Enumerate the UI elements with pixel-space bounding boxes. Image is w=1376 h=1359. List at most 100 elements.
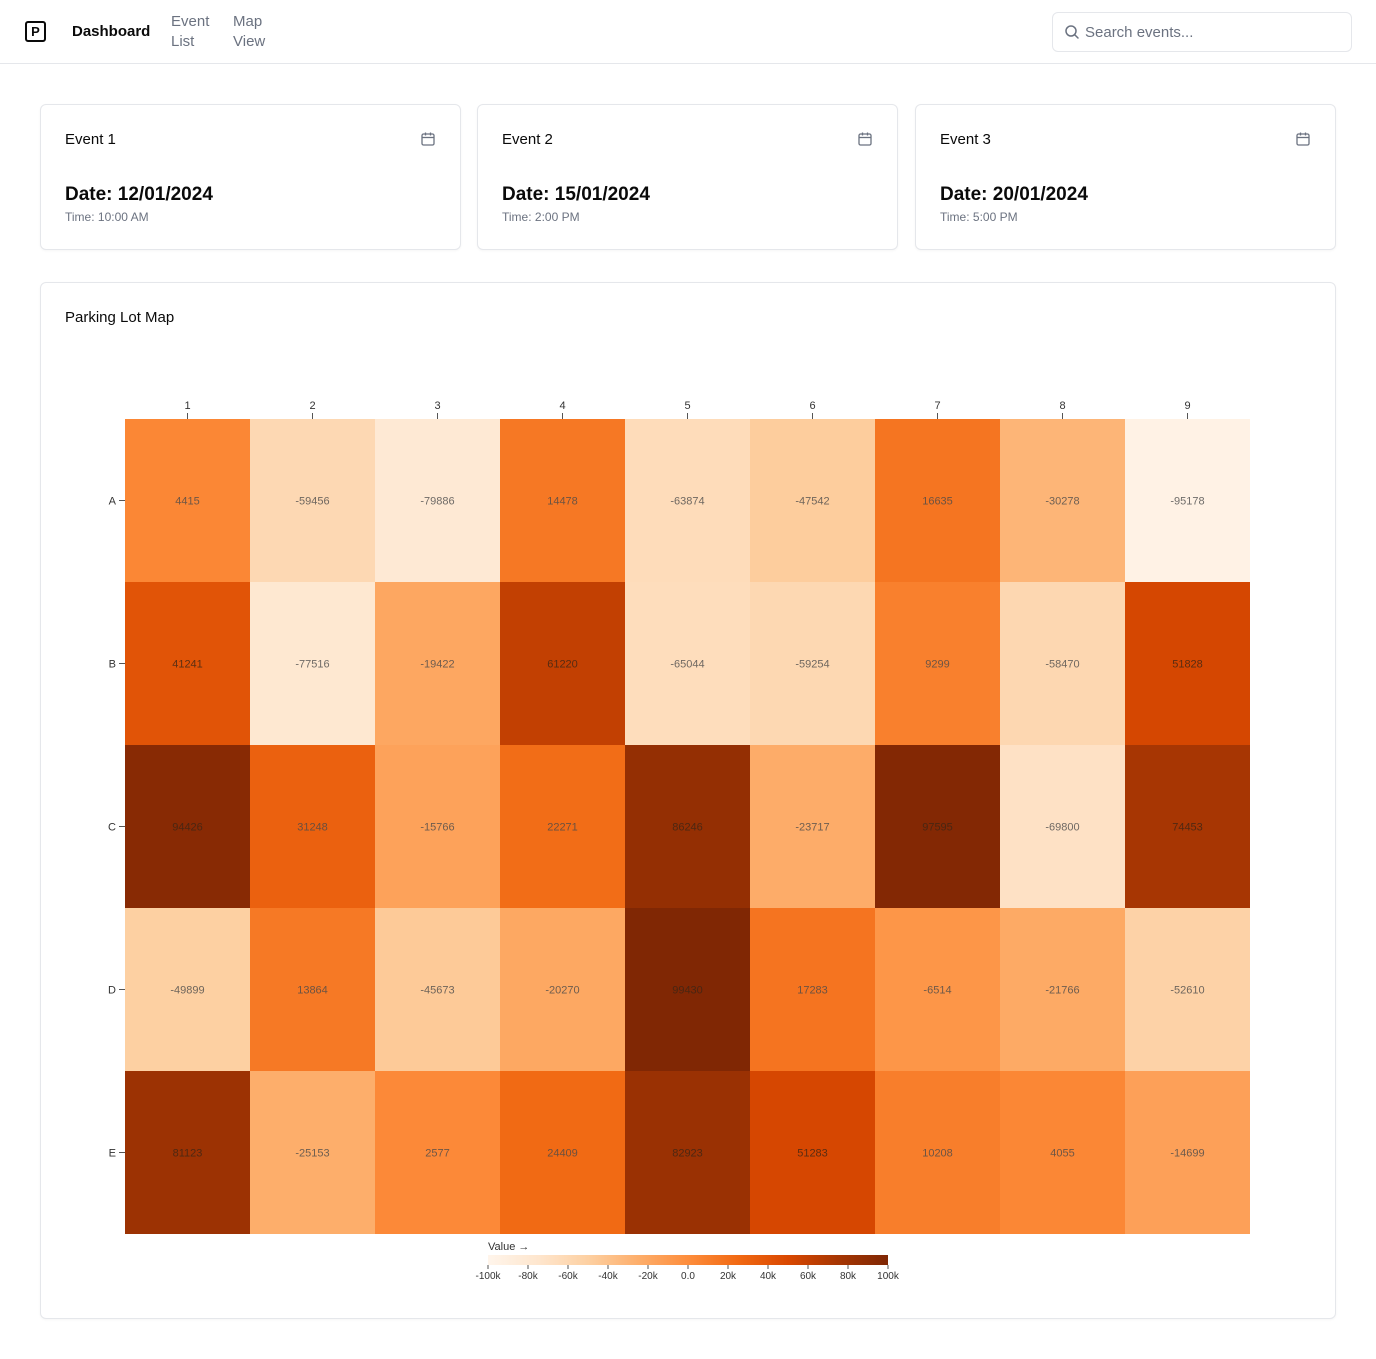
heatmap-cell bbox=[1000, 908, 1125, 1071]
legend-tick-label: -40k bbox=[598, 1271, 618, 1282]
heatmap-cell bbox=[125, 582, 250, 745]
cell-value-label: 9299 bbox=[925, 659, 949, 671]
column-label: 7 bbox=[934, 400, 940, 412]
row-label: B bbox=[109, 659, 116, 671]
cell-value-label: 31248 bbox=[297, 822, 328, 834]
cell-value-label: 14478 bbox=[547, 496, 578, 508]
search-input[interactable] bbox=[1085, 13, 1347, 51]
event-card[interactable]: Event 3 Date: 20/01/2024 Time: 5:00 PM bbox=[915, 104, 1336, 250]
heatmap-cell bbox=[1125, 582, 1250, 745]
legend-tick-label: 40k bbox=[760, 1271, 777, 1282]
cell-value-label: -58470 bbox=[1045, 659, 1079, 671]
heatmap-cell bbox=[875, 582, 1000, 745]
column-label: 5 bbox=[684, 400, 690, 412]
cell-value-label: 99430 bbox=[672, 985, 703, 997]
calendar-icon bbox=[1296, 132, 1310, 146]
cell-value-label: -20270 bbox=[545, 985, 579, 997]
nav-dashboard[interactable]: Dashboard bbox=[72, 23, 151, 40]
heatmap-cell bbox=[875, 745, 1000, 908]
heatmap-cell bbox=[625, 419, 750, 582]
event-title: Event 1 bbox=[65, 131, 116, 148]
cell-value-label: -21766 bbox=[1045, 985, 1079, 997]
search-icon bbox=[1065, 25, 1079, 39]
heatmap-cell bbox=[250, 745, 375, 908]
heatmap-cell bbox=[125, 908, 250, 1071]
parking-map-card: Parking Lot Map 4415 -59456 -79886 14478 -63… bbox=[40, 282, 1336, 1319]
cell-value-label: 10208 bbox=[922, 1148, 953, 1160]
column-label: 2 bbox=[309, 400, 315, 412]
cell-value-label: -19422 bbox=[420, 659, 454, 671]
cell-value-label: -23717 bbox=[795, 822, 829, 834]
heatmap-cell bbox=[750, 582, 875, 745]
legend-tick-label: -100k bbox=[475, 1271, 501, 1282]
heatmap-cell bbox=[875, 1071, 1000, 1234]
heatmap-cell bbox=[250, 419, 375, 582]
heatmap-cell bbox=[500, 1071, 625, 1234]
heatmap-cell bbox=[375, 582, 500, 745]
cell-value-label: 94426 bbox=[172, 822, 203, 834]
cell-value-label: 51283 bbox=[797, 1148, 828, 1160]
heatmap-cell bbox=[625, 908, 750, 1071]
cell-value-label: 4415 bbox=[175, 496, 199, 508]
cell-value-label: 13864 bbox=[297, 985, 328, 997]
cell-value-label: 2577 bbox=[425, 1148, 449, 1160]
column-label: 4 bbox=[559, 400, 565, 412]
heatmap-cell bbox=[1000, 582, 1125, 745]
cell-value-label: -14699 bbox=[1170, 1148, 1204, 1160]
cell-value-label: -63874 bbox=[670, 496, 704, 508]
legend-tick-label: 80k bbox=[840, 1271, 857, 1282]
heatmap-cell bbox=[125, 745, 250, 908]
cell-value-label: -25153 bbox=[295, 1148, 329, 1160]
cell-value-label: 74453 bbox=[1172, 822, 1203, 834]
heatmap-cell bbox=[500, 419, 625, 582]
row-label: D bbox=[108, 985, 116, 997]
heatmap-cell bbox=[375, 419, 500, 582]
cell-value-label: -59456 bbox=[295, 496, 329, 508]
heatmap-cell bbox=[250, 908, 375, 1071]
cell-value-label: 17283 bbox=[797, 985, 828, 997]
cell-value-label: 82923 bbox=[672, 1148, 703, 1160]
app-logo[interactable]: P bbox=[25, 21, 46, 42]
cell-value-label: -77516 bbox=[295, 659, 329, 671]
event-time: Time: 2:00 PM bbox=[502, 210, 580, 224]
heatmap-cell bbox=[750, 745, 875, 908]
cell-value-label: 24409 bbox=[547, 1148, 578, 1160]
column-label: 8 bbox=[1059, 400, 1065, 412]
cell-value-label: -6514 bbox=[923, 985, 951, 997]
heatmap-cell bbox=[750, 419, 875, 582]
legend-color-bar bbox=[488, 1255, 888, 1265]
calendar-icon bbox=[421, 132, 435, 146]
event-card[interactable]: Event 2 Date: 15/01/2024 Time: 2:00 PM bbox=[477, 104, 898, 250]
heatmap-cell bbox=[375, 745, 500, 908]
nav-event-list[interactable]: Event List bbox=[171, 13, 210, 50]
legend-tick-label: -60k bbox=[558, 1271, 578, 1282]
heatmap-cell bbox=[750, 908, 875, 1071]
cell-value-label: 16635 bbox=[922, 496, 953, 508]
legend-tick-label: -80k bbox=[518, 1271, 538, 1282]
heatmap-cell bbox=[750, 1071, 875, 1234]
legend-tick-label: 20k bbox=[720, 1271, 737, 1282]
top-navbar: P Dashboard Event List Map View bbox=[0, 0, 1376, 64]
heatmap-cell bbox=[500, 745, 625, 908]
heatmap-cell bbox=[625, 745, 750, 908]
cell-value-label: -69800 bbox=[1045, 822, 1079, 834]
cell-value-label: 51828 bbox=[1172, 659, 1203, 671]
heatmap-cell bbox=[1125, 419, 1250, 582]
cell-value-label: -45673 bbox=[420, 985, 454, 997]
legend-tick-label: 0.0 bbox=[681, 1271, 695, 1282]
column-label: 3 bbox=[434, 400, 440, 412]
search-box bbox=[1052, 12, 1352, 52]
legend-title: Value → bbox=[488, 1241, 529, 1253]
column-label: 9 bbox=[1184, 400, 1190, 412]
cell-value-label: -65044 bbox=[670, 659, 704, 671]
legend-tick-label: 100k bbox=[877, 1271, 900, 1282]
heatmap-cell bbox=[1000, 1071, 1125, 1234]
cell-value-label: -49899 bbox=[170, 985, 204, 997]
heatmap-cell bbox=[125, 419, 250, 582]
event-card[interactable]: Event 1 Date: 12/01/2024 Time: 10:00 AM bbox=[40, 104, 461, 250]
cell-value-label: 61220 bbox=[547, 659, 578, 671]
heatmap-cell bbox=[875, 908, 1000, 1071]
column-label: 6 bbox=[809, 400, 815, 412]
cell-value-label: -95178 bbox=[1170, 496, 1204, 508]
nav-map-view[interactable]: Map View bbox=[233, 13, 266, 50]
